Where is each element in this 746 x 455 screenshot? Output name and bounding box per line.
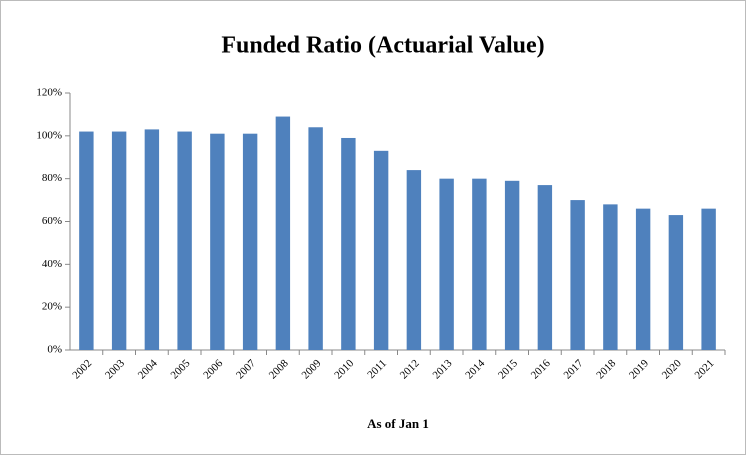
bar <box>275 116 291 350</box>
bar <box>603 204 618 350</box>
bar <box>210 133 225 350</box>
bar <box>111 131 127 350</box>
bar <box>308 127 323 351</box>
bar <box>668 215 684 350</box>
x-axis-title: As of Jan 1 <box>367 416 429 431</box>
bar <box>79 131 94 350</box>
y-tick-label: 60% <box>42 215 62 227</box>
y-tick-label: 40% <box>42 258 62 270</box>
bar <box>472 178 487 350</box>
y-tick-label: 100% <box>36 129 62 141</box>
bar <box>242 133 258 350</box>
bar <box>537 185 553 350</box>
bar <box>570 200 585 350</box>
bar <box>373 150 389 350</box>
bar <box>635 208 651 350</box>
bar <box>177 131 192 350</box>
bar <box>341 137 356 350</box>
bar <box>701 208 716 350</box>
chart-title: Funded Ratio (Actuarial Value) <box>221 33 544 59</box>
bar <box>504 180 520 350</box>
bar <box>406 170 422 350</box>
y-tick-label: 80% <box>42 172 62 184</box>
y-tick-label: 120% <box>36 87 62 99</box>
bar <box>144 129 160 350</box>
y-tick-label: 20% <box>42 301 62 313</box>
bar <box>439 178 454 350</box>
y-tick-label: 0% <box>47 344 62 356</box>
